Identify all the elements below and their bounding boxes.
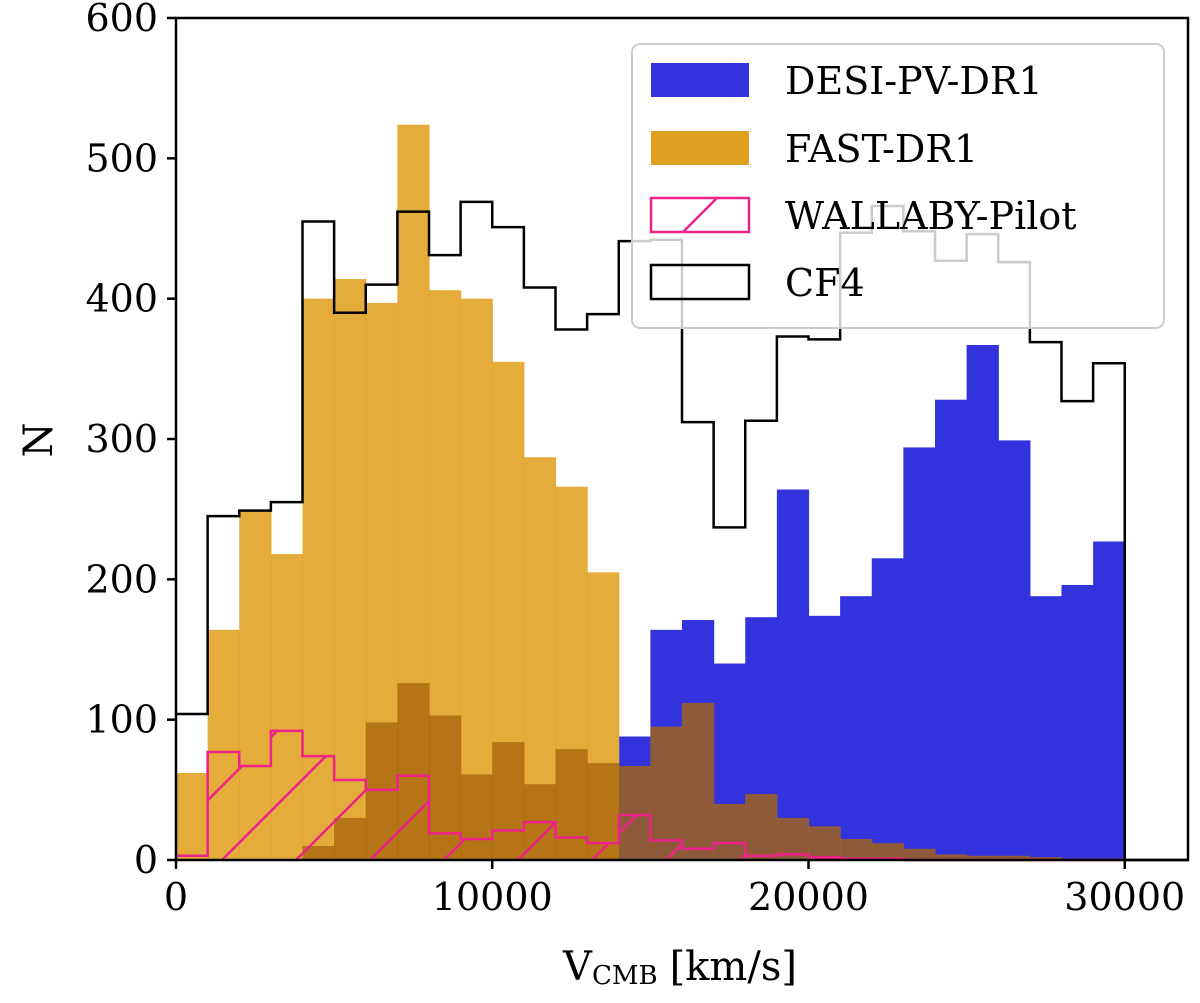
legend-label-fast: FAST-DR1 [785,127,978,171]
y-tick-label-6: 600 [85,0,158,40]
fast-tail-bar-25 [966,855,999,860]
desi-bar-21 [840,596,873,860]
fast-tail-bar-23 [903,848,936,860]
x-axis-label-main: V [562,944,593,990]
fast-dr1-bars [176,124,620,861]
x-axis-ticks: 0 10000 20000 30000 [164,860,1185,919]
legend-label-desi: DESI-PV-DR1 [785,59,1043,103]
y-tick-label-0: 0 [134,838,158,882]
fast-tail-bar-22 [871,843,904,860]
legend-swatch-desi [651,63,749,97]
desi-bar-29 [1093,541,1126,860]
legend-swatch-cf4 [649,263,751,301]
legend-box [631,43,1165,329]
desi-bar-23 [903,447,936,860]
legend-swatch-fast [651,131,749,165]
fast-tail-bar-20 [808,826,841,860]
fast-tail-bar-16 [682,702,715,860]
legend: DESI-PV-DR1 FAST-DR1 WALLABY-Pilot CF4 [631,43,1165,329]
y-tick-label-2: 200 [85,557,158,601]
legend-swatch-wallaby-hatch [682,197,718,233]
x-tick-label-0: 0 [164,875,188,919]
x-axis-label-sub: CMB [592,961,658,991]
fast-tail-bar-24 [935,854,968,860]
desi-bar-28 [1061,584,1094,860]
fast-tail-bar-27 [1029,857,1063,860]
wallaby-pilot-histogram [174,729,1125,862]
fast-tail-bar-19 [776,817,810,860]
fast-tail-bar-18 [745,794,778,860]
desi-bar-22 [871,558,904,860]
desi-bar-24 [935,399,968,860]
desi-bar-25 [966,344,999,860]
fast-tail-bar-21 [840,838,873,860]
x-tick-label-2: 20000 [748,875,869,919]
desi-bar-27 [1029,596,1063,860]
y-tick-label-1: 100 [85,698,158,742]
y-axis-ticks: 0 100 200 300 400 500 600 [85,0,176,882]
wallaby-step-line [174,729,1125,862]
desi-bar-20 [808,615,841,860]
fast-tail-bar-15 [650,726,683,860]
desi-bar-26 [998,440,1031,860]
x-tick-label-3: 30000 [1064,875,1185,919]
y-tick-label-3: 300 [85,417,158,461]
fast-bar-9 [460,298,493,861]
wallaby-hatch-fill [176,730,1125,860]
legend-label-wallaby: WALLABY-Pilot [785,194,1077,238]
y-axis-label: N [16,423,62,458]
fast-tail-bar-26 [998,855,1031,860]
legend-swatch-wallaby [649,196,751,234]
desi-bar-19 [776,489,810,860]
legend-label-cf4: CF4 [785,261,865,305]
x-tick-label-1: 10000 [432,875,553,919]
x-axis-label: VCMB [km/s] [562,944,797,991]
fast-bar-5 [334,279,367,860]
y-tick-label-4: 400 [85,277,158,321]
x-axis-label-unit: [km/s] [670,944,797,990]
fast-bar-0 [176,772,209,860]
y-tick-label-5: 500 [85,136,158,180]
